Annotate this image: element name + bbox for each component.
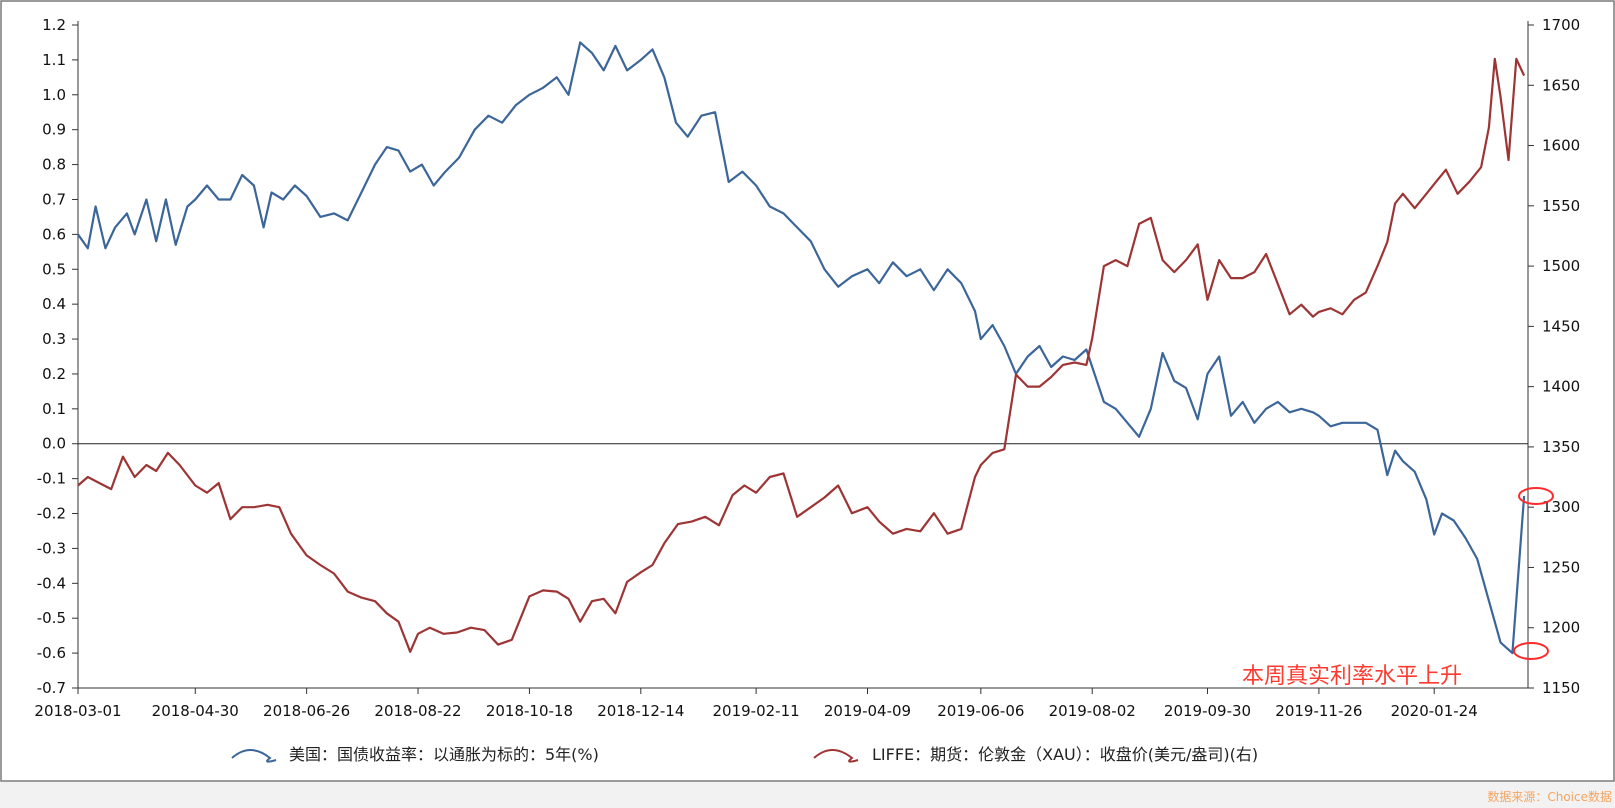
legend-label-gold: LIFFE：期货：伦敦金（XAU）：收盘价(美元/盎司)(右) bbox=[872, 745, 1258, 764]
x-tick-label: 2019-02-11 bbox=[713, 702, 800, 720]
left-tick-label: -0.1 bbox=[37, 470, 66, 488]
left-tick-label: 0.1 bbox=[42, 400, 66, 418]
left-tick-label: 0.7 bbox=[42, 190, 66, 208]
right-tick-label: 1700 bbox=[1542, 16, 1580, 34]
left-tick-label: 1.2 bbox=[42, 16, 66, 34]
x-tick-label: 2019-04-09 bbox=[824, 702, 911, 720]
x-tick-label: 2019-09-30 bbox=[1164, 702, 1251, 720]
x-tick-label: 2018-08-22 bbox=[374, 702, 461, 720]
x-tick-label: 2018-10-18 bbox=[486, 702, 573, 720]
x-axis-ticks: 2018-03-01 2018-04-30 2018-06-26 2018-08-22… bbox=[34, 688, 1478, 720]
series-line-tips-yield bbox=[77, 41, 1526, 655]
left-tick-label: 0.4 bbox=[42, 295, 66, 313]
left-tick-label: -0.5 bbox=[37, 609, 66, 627]
left-tick-label: 1.1 bbox=[42, 51, 66, 69]
right-tick-label: 1150 bbox=[1542, 679, 1580, 697]
highlight-ellipse-top bbox=[1518, 487, 1554, 505]
left-tick-label: -0.3 bbox=[37, 539, 66, 557]
right-tick-label: 1300 bbox=[1542, 498, 1580, 516]
x-tick-label: 2018-04-30 bbox=[152, 702, 239, 720]
bottom-strip bbox=[0, 782, 1615, 808]
left-tick-label: -0.6 bbox=[37, 644, 66, 662]
right-tick-label: 1650 bbox=[1542, 76, 1580, 94]
x-tick-label: 2018-06-26 bbox=[263, 702, 350, 720]
x-tick-label: 2019-11-26 bbox=[1275, 702, 1362, 720]
left-tick-label: 0.9 bbox=[42, 121, 66, 139]
x-tick-label: 2018-12-14 bbox=[597, 702, 684, 720]
right-tick-label: 1600 bbox=[1542, 137, 1580, 155]
highlight-markers bbox=[1513, 487, 1554, 660]
legend-label-tips: 美国：国债收益率：以通胀为标的：5年(%) bbox=[289, 745, 599, 764]
legend: 美国：国债收益率：以通胀为标的：5年(%) LIFFE：期货：伦敦金（XAU）：… bbox=[231, 745, 1258, 764]
x-tick-label: 2018-03-01 bbox=[34, 702, 121, 720]
highlight-ellipse-bottom bbox=[1513, 642, 1549, 660]
series-line-gold-price bbox=[77, 57, 1526, 653]
left-tick-label: 1.0 bbox=[42, 86, 66, 104]
legend-swatch-gold bbox=[813, 749, 859, 763]
right-tick-label: 1450 bbox=[1542, 317, 1580, 335]
chart-border bbox=[0, 0, 1615, 782]
axes bbox=[77, 21, 1529, 689]
left-tick-label: 0.3 bbox=[42, 330, 66, 348]
left-tick-label: 0.0 bbox=[42, 435, 66, 453]
x-tick-label: 2020-01-24 bbox=[1391, 702, 1478, 720]
left-tick-label: 0.8 bbox=[42, 156, 66, 174]
right-tick-label: 1550 bbox=[1542, 197, 1580, 215]
right-axis-ticks: 1150 1200 1250 1300 1350 1400 1450 1500 1550 1600… bbox=[1528, 16, 1580, 697]
right-tick-label: 1350 bbox=[1542, 438, 1580, 456]
left-tick-label: 0.2 bbox=[42, 365, 66, 383]
right-tick-label: 1400 bbox=[1542, 378, 1580, 396]
right-tick-label: 1500 bbox=[1542, 257, 1580, 275]
right-tick-label: 1250 bbox=[1542, 558, 1580, 576]
x-tick-label: 2019-08-02 bbox=[1049, 702, 1136, 720]
legend-swatch-tips bbox=[231, 749, 277, 763]
right-tick-label: 1200 bbox=[1542, 619, 1580, 637]
left-tick-label: 0.5 bbox=[42, 260, 66, 278]
left-axis-ticks: -0.7 -0.6 -0.5 -0.4 -0.3 -0.2 -0.1 0.0 0.1 0.2 0.3… bbox=[37, 16, 78, 697]
left-tick-label: -0.4 bbox=[37, 574, 66, 592]
left-tick-label: -0.7 bbox=[37, 679, 66, 697]
left-tick-label: 0.6 bbox=[42, 225, 66, 243]
x-tick-label: 2019-06-06 bbox=[937, 702, 1024, 720]
left-tick-label: -0.2 bbox=[37, 505, 66, 523]
annotation-text: 本周真实利率水平上升 bbox=[1242, 664, 1462, 689]
source-note: 数据来源：Choice数据 bbox=[1487, 789, 1612, 804]
series-layer bbox=[77, 41, 1526, 655]
